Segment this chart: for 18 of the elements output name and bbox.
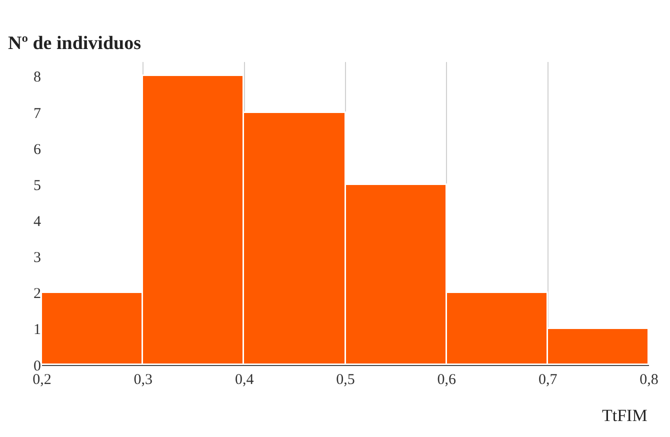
x-tick-label: 0,6	[437, 372, 457, 388]
x-tick-label: 0,5	[336, 372, 355, 388]
x-tick-label: 0,8	[640, 372, 658, 388]
x-tick-label: 0,7	[538, 372, 558, 388]
x-tick-label: 0,2	[32, 372, 52, 388]
y-tick-label: 0	[34, 358, 41, 374]
y-axis-title: Nº de individuos	[8, 33, 141, 54]
x-axis-title: TtFIM	[602, 406, 648, 425]
y-tick-label: 1	[34, 322, 41, 338]
y-tick-label: 2	[34, 286, 41, 302]
x-tick-label: 0,4	[234, 372, 254, 388]
y-tick-label: 3	[34, 250, 41, 266]
y-tick-label: 6	[34, 142, 42, 158]
y-tick-label: 7	[34, 106, 42, 122]
x-tick-label: 0,3	[134, 372, 153, 388]
y-tick-label: 5	[34, 178, 41, 194]
y-tick-label: 4	[34, 214, 42, 230]
y-tick-label: 8	[34, 70, 41, 86]
